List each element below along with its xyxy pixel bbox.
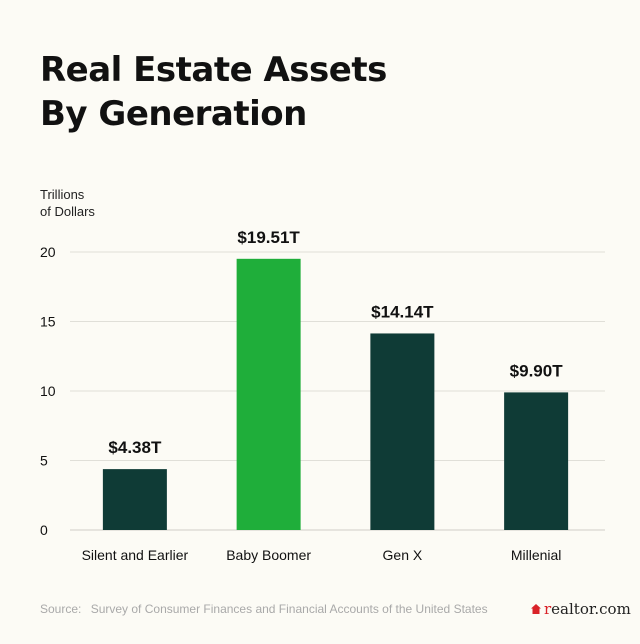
y-axis-label: Trillions of Dollars <box>40 186 95 220</box>
source-note: Source: Survey of Consumer Finances and … <box>40 602 488 616</box>
bar-value-label: $4.38T <box>108 438 162 457</box>
x-tick-label: Gen X <box>383 547 423 563</box>
bar-value-label: $9.90T <box>510 361 564 380</box>
chart-title-line: Real Estate Assets <box>40 50 387 90</box>
y-tick-label: 5 <box>40 453 48 469</box>
logo-accent-letter: r <box>544 600 552 618</box>
y-tick-label: 20 <box>40 244 56 260</box>
house-icon <box>531 604 541 614</box>
bar-value-label: $19.51T <box>237 228 300 247</box>
y-tick-label: 10 <box>40 383 56 399</box>
source-label: Source: <box>40 602 82 616</box>
logo-text: ealtor.com <box>551 600 631 618</box>
bar-chart: 0 5 10 15 20 $4.38T Silent and Earlier $19.51T B… <box>40 228 605 563</box>
y-tick-label: 0 <box>40 522 48 538</box>
chart-title: Real Estate Assets By Generation <box>40 48 600 136</box>
bar <box>370 333 435 530</box>
x-tick-label: Silent and Earlier <box>82 547 189 563</box>
bar-value-label: $14.14T <box>371 302 434 321</box>
x-tick-label: Millenial <box>511 547 562 563</box>
source-text: Survey of Consumer Finances and Financia… <box>90 602 488 616</box>
bar <box>102 469 167 530</box>
chart-title-line: By Generation <box>40 94 307 134</box>
realtor-logo: r ealtor.com <box>530 600 631 618</box>
x-tick-label: Baby Boomer <box>226 547 311 563</box>
bar <box>236 258 301 530</box>
y-axis-label-line: Trillions <box>40 187 85 202</box>
y-axis-label-line: of Dollars <box>40 204 95 219</box>
y-tick-label: 15 <box>40 314 56 330</box>
bar <box>504 392 569 530</box>
